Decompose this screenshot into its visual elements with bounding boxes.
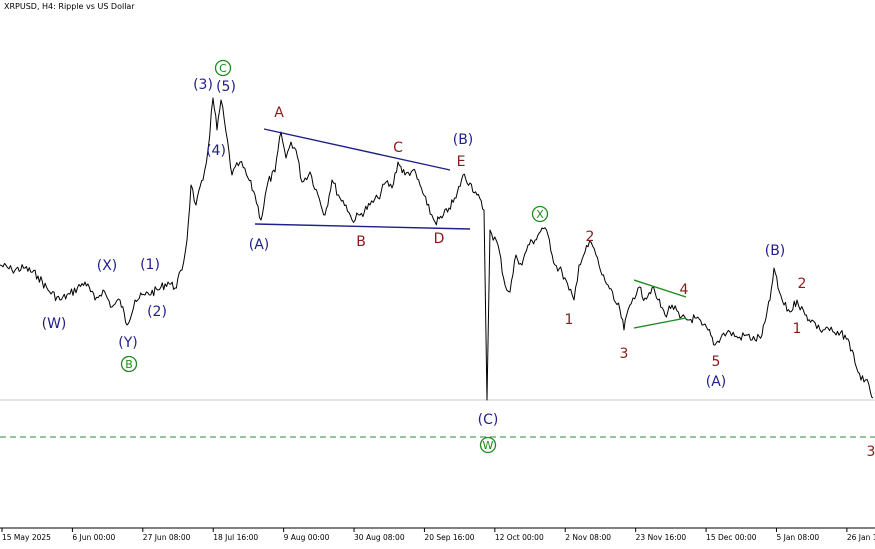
wave-label-A-corr: (A) — [706, 374, 727, 390]
x-tick-label: 20 Sep 16:00 — [424, 533, 474, 542]
circled-label-W-ring — [479, 436, 497, 454]
impulse-label-1a: 1 — [565, 312, 574, 328]
x-tick-label: 15 Dec 00:00 — [706, 533, 757, 542]
wave-b-triangle-lower — [254, 223, 471, 230]
wave-label-5-minor: (5) — [216, 79, 236, 95]
x-tick-label: 30 Aug 08:00 — [354, 533, 405, 542]
circled-label-B: B — [120, 355, 138, 373]
circled-label-X-ring — [531, 205, 549, 223]
x-tick-label: 26 Jan 16 — [847, 533, 875, 542]
x-tick-label: 27 Jun 08:00 — [143, 533, 191, 542]
x-tick-label: 15 May 2025 — [2, 533, 51, 542]
symbol-title: XRPUSD, H4: Ripple vs US Dollar — [4, 2, 135, 11]
wave-label-B-minor: (B) — [453, 132, 474, 148]
price-series — [0, 97, 874, 401]
wave-label-W: (W) — [42, 316, 67, 332]
impulse-label-5a: 5 — [712, 354, 721, 370]
x-tick-label: 12 Oct 00:00 — [495, 533, 544, 542]
circled-label-B-ring — [120, 355, 138, 373]
impulse-label-4a: 4 — [680, 282, 689, 298]
circled-label-C-ring — [214, 59, 232, 77]
triangle-label-C: C — [393, 140, 403, 156]
impulse-label-3a: 3 — [620, 346, 629, 362]
wave-label-Y: (Y) — [118, 335, 137, 351]
wave-label-X-minor: (X) — [97, 258, 118, 274]
x-tick-label: 2 Nov 08:00 — [565, 533, 611, 542]
wave-label-2-minor: (2) — [147, 304, 167, 320]
circled-label-B-text: B — [125, 358, 133, 371]
wave-label-B-corr: (B) — [765, 243, 786, 259]
triangle-label-A: A — [274, 105, 284, 121]
x-tick-label: 18 Jul 16:00 — [213, 533, 258, 542]
x-tick-label: 6 Jun 00:00 — [72, 533, 115, 542]
circled-label-X: X — [531, 205, 549, 223]
circled-label-C-text: C — [219, 62, 227, 75]
circled-label-X-text: X — [536, 208, 544, 221]
wave-label-A-minor: (A) — [249, 237, 270, 253]
x-tick-label: 9 Aug 00:00 — [284, 533, 330, 542]
wave-label-C-minor: (C) — [478, 412, 499, 428]
wedge-lower — [633, 317, 687, 329]
triangle-label-B: B — [356, 234, 366, 250]
circled-label-C: C — [214, 59, 232, 77]
triangle-label-E: E — [457, 154, 466, 170]
impulse-label-1b: 1 — [793, 321, 802, 337]
wave-label-1-minor: (1) — [140, 257, 160, 273]
triangle-label-D: D — [434, 231, 445, 247]
circled-label-W-text: W — [483, 439, 494, 452]
x-tick-label: 5 Jan 08:00 — [776, 533, 819, 542]
wave-label-3-minor: (3) — [193, 77, 213, 93]
x-tick-label: 23 Nov 16:00 — [636, 533, 687, 542]
wave-b-triangle-upper — [263, 128, 451, 171]
impulse-label-3b: 3 — [867, 444, 875, 460]
wave-label-4-minor: (4) — [206, 143, 226, 159]
circled-label-W: W — [479, 436, 497, 454]
impulse-label-2b: 2 — [798, 276, 807, 292]
wedge-upper — [633, 279, 687, 298]
impulse-label-2a: 2 — [586, 229, 595, 245]
